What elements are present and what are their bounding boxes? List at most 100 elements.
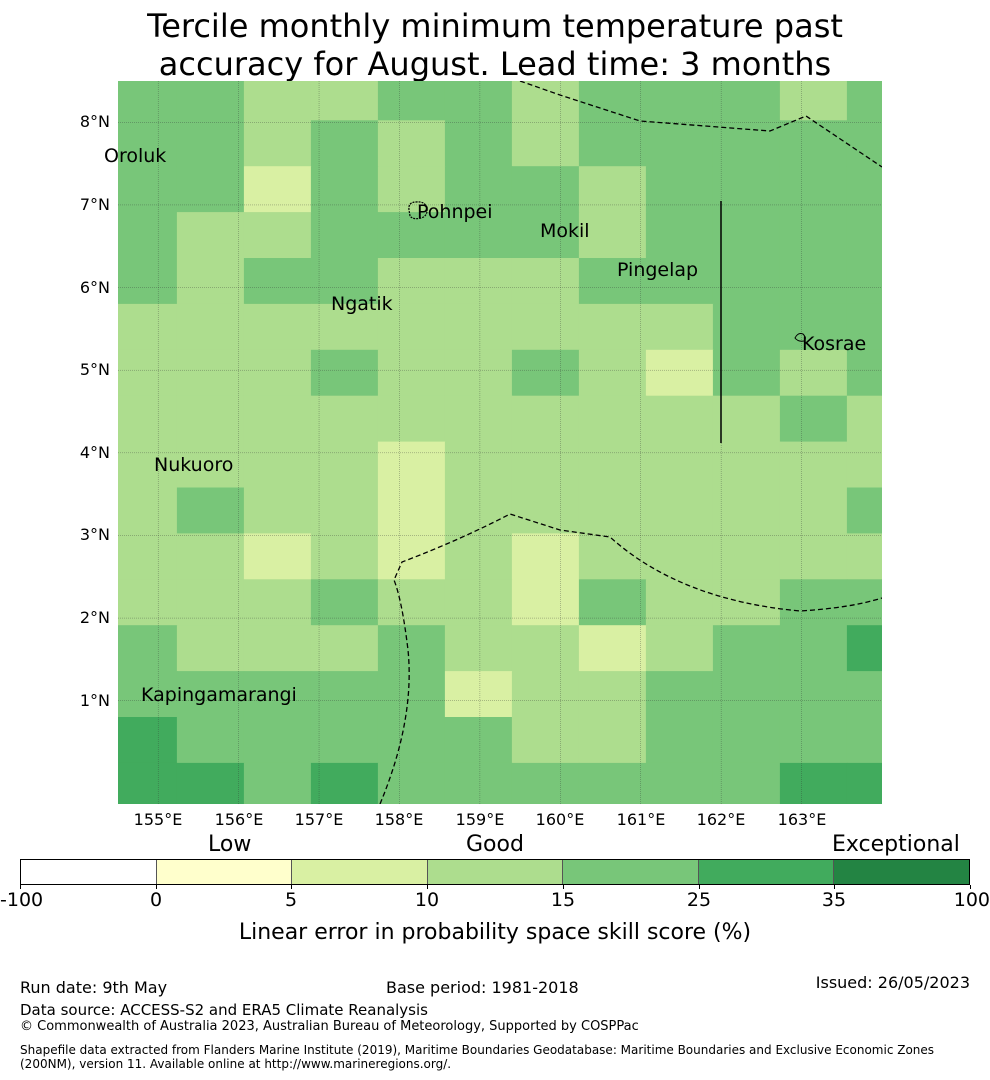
heatmap-cell [846, 258, 882, 305]
heatmap-cell [846, 762, 882, 804]
heatmap-cell [511, 579, 580, 626]
heatmap-cell [377, 579, 446, 626]
base-period: Base period: 1981-2018 [386, 978, 579, 997]
heatmap-cell [176, 81, 245, 121]
heatmap-cell [846, 349, 882, 397]
heatmap-cell [645, 579, 714, 626]
heatmap-cell [118, 533, 178, 580]
heatmap-cell [444, 762, 513, 804]
colorbar-segment [21, 860, 157, 884]
map-plot [118, 81, 882, 804]
heatmap-cell [578, 533, 647, 580]
colorbar-tick-label: 100 [953, 889, 990, 911]
heatmap-cell [444, 579, 513, 626]
heatmap-cell [176, 625, 245, 672]
heatmap-cell [377, 441, 446, 489]
lon-tick-label: 157°E [294, 810, 344, 829]
heatmap-cell [310, 395, 379, 443]
heatmap-cell [846, 487, 882, 534]
heatmap-cell [712, 166, 781, 213]
colorbar-segment [292, 860, 428, 884]
heatmap-cell [846, 671, 882, 718]
heatmap-cell [310, 81, 379, 121]
colorbar-tick-mark [156, 885, 157, 889]
heatmap-cell [712, 395, 781, 443]
heatmap-cell [444, 717, 513, 764]
heatmap-cell [176, 533, 245, 580]
heatmap-cell [645, 625, 714, 672]
heatmap-cell [779, 625, 848, 672]
heatmap-cell [645, 533, 714, 580]
heatmap-cell [511, 81, 580, 121]
heatmap-cell [377, 258, 446, 305]
colorbar-tick-label: 10 [414, 889, 440, 911]
heatmap-cell [444, 487, 513, 534]
heatmap-cell [779, 671, 848, 718]
heatmap-cell [578, 258, 647, 305]
colorbar-tick-mark [20, 885, 21, 889]
heatmap-cell [310, 762, 379, 804]
heatmap-cell [779, 395, 848, 443]
heatmap-cell [243, 395, 312, 443]
heatmap-cell [118, 441, 178, 489]
heatmap-cell [846, 441, 882, 489]
heatmap-cell [712, 258, 781, 305]
heatmap-cell [645, 120, 714, 167]
heatmap-cell [846, 717, 882, 764]
heatmap-cell [578, 303, 647, 351]
colorbar-tick-mark [834, 885, 835, 889]
heatmap-cell [377, 349, 446, 397]
heatmap-cell [176, 395, 245, 443]
heatmap-cell [645, 762, 714, 804]
heatmap-cell [243, 120, 312, 167]
heatmap-cell [243, 717, 312, 764]
heatmap-cell [511, 349, 580, 397]
colorbar-label: Linear error in probability space skill … [238, 920, 752, 945]
heatmap-cell [243, 625, 312, 672]
heatmap-cell [645, 81, 714, 121]
heatmap-cell [310, 258, 379, 305]
heatmap-cell [444, 671, 513, 718]
heatmap-cell [243, 533, 312, 580]
heatmap-cell [444, 212, 513, 259]
heatmap-cell [846, 166, 882, 213]
place-label: Pingelap [617, 259, 699, 281]
heatmap-cell [118, 303, 178, 351]
category-good-label: Good [466, 832, 524, 857]
heatmap-cell [377, 625, 446, 672]
heatmap-cell [444, 349, 513, 397]
colorbar-tick-label: 15 [550, 889, 576, 911]
lat-tick-label: 3°N [79, 525, 110, 544]
colorbar [20, 859, 970, 885]
heatmap-cell [511, 533, 580, 580]
heatmap-cell [176, 212, 245, 259]
lon-tick-label: 161°E [616, 810, 666, 829]
heatmap-cell [176, 258, 245, 305]
heatmap-cell [511, 258, 580, 305]
issued-date: Issued: 26/05/2023 [815, 973, 970, 992]
heatmap-cell [310, 533, 379, 580]
colorbar-tick-mark [427, 885, 428, 889]
heatmap-cell [712, 212, 781, 259]
lon-tick-label: 162°E [696, 810, 746, 829]
heatmap-cell [444, 441, 513, 489]
colorbar-segment [427, 860, 564, 884]
colorbar-tick-label: 35 [821, 889, 847, 911]
heatmap-cell [118, 120, 178, 167]
heatmap-cell [511, 395, 580, 443]
heatmap-cell [377, 212, 446, 259]
heatmap-cell [176, 120, 245, 167]
heatmap-cell [176, 441, 245, 489]
place-label: Ngatik [331, 293, 393, 315]
heatmap-cell [578, 671, 647, 718]
heatmap-cell [310, 579, 379, 626]
heatmap-cell [511, 487, 580, 534]
eez-boundary-north [519, 81, 882, 168]
heatmap-cell [779, 533, 848, 580]
heatmap-cell [712, 81, 781, 121]
heatmap-cell [176, 303, 245, 351]
heatmap-cell [444, 303, 513, 351]
heatmap-cell [511, 625, 580, 672]
heatmap-cell [712, 487, 781, 534]
colorbar-segment [834, 860, 970, 884]
